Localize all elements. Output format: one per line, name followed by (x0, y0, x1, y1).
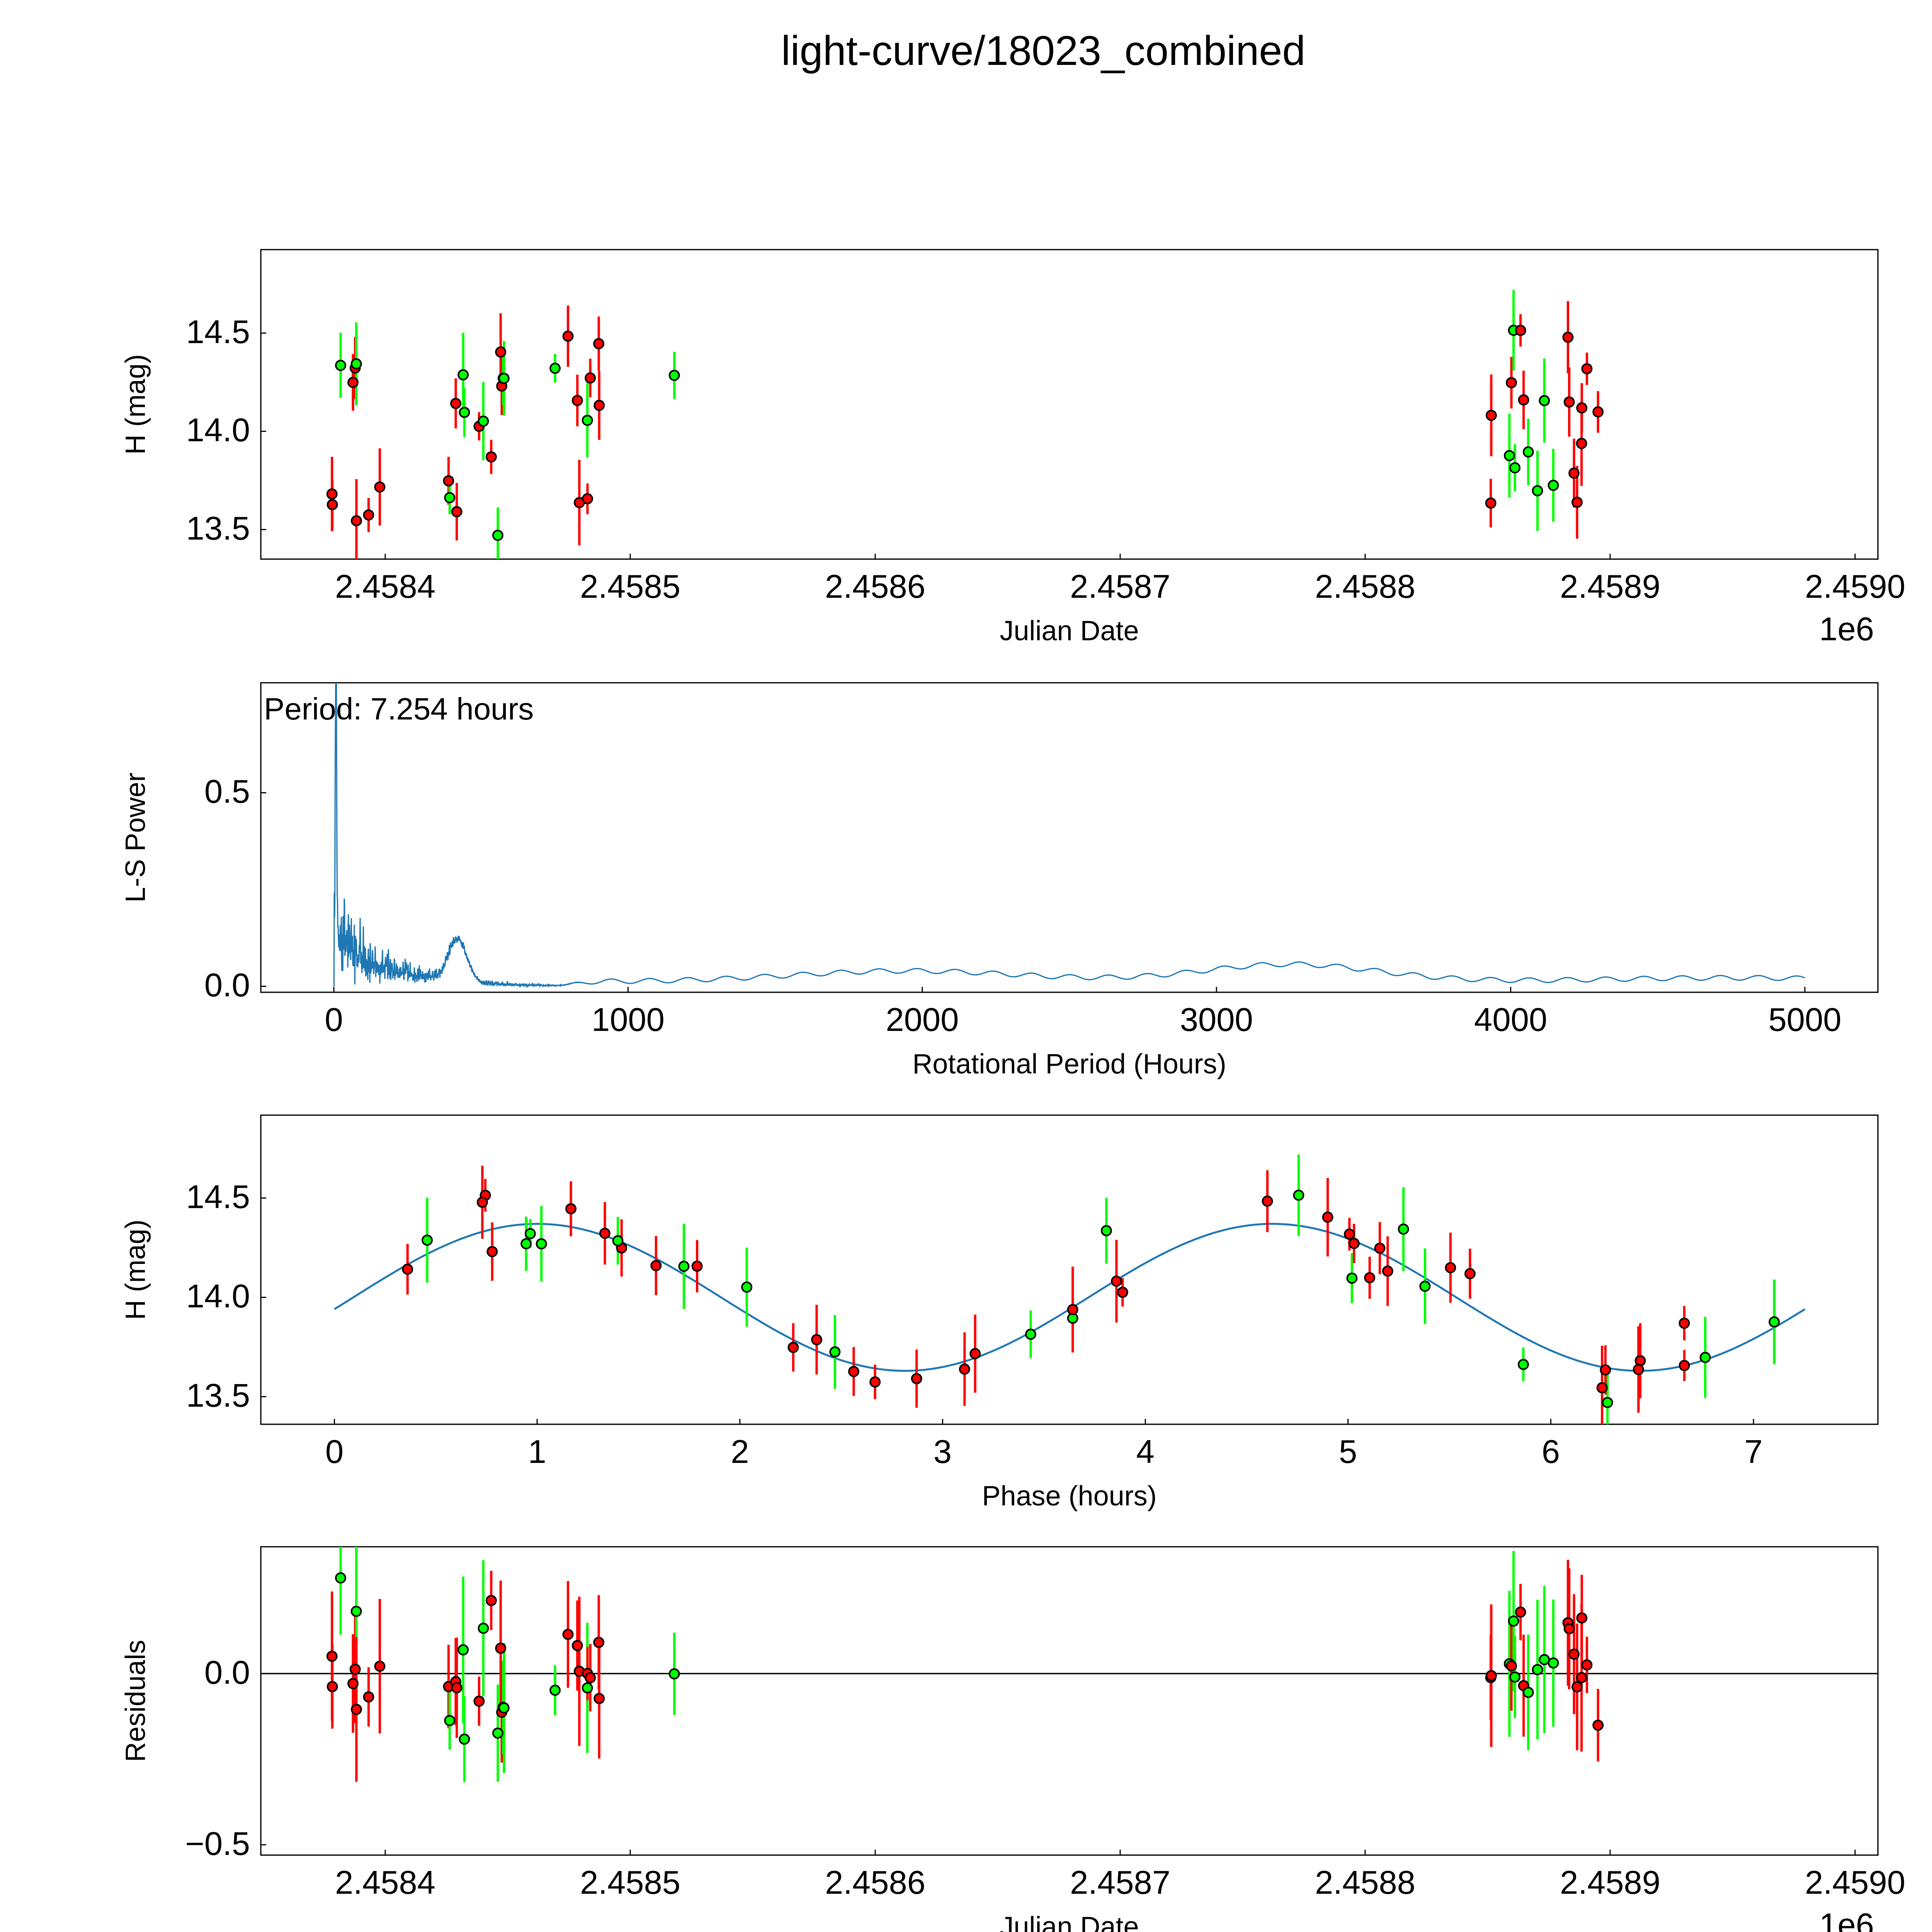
svg-text:Julian Date: Julian Date (1000, 616, 1139, 646)
svg-text:13.5: 13.5 (186, 1378, 250, 1414)
svg-text:0.0: 0.0 (204, 1654, 250, 1691)
svg-text:2.4586: 2.4586 (825, 1864, 925, 1901)
svg-text:4000: 4000 (1474, 1002, 1547, 1038)
svg-text:5000: 5000 (1768, 1002, 1841, 1038)
svg-text:14.0: 14.0 (186, 1278, 250, 1315)
svg-text:Period: 7.254 hours: Period: 7.254 hours (264, 692, 534, 726)
svg-text:L-S Power: L-S Power (120, 772, 151, 902)
svg-text:−0.5: −0.5 (185, 1825, 250, 1862)
svg-text:H (mag): H (mag) (120, 354, 151, 454)
svg-text:2.4588: 2.4588 (1315, 568, 1415, 605)
svg-text:0: 0 (325, 1434, 344, 1470)
svg-text:1e6: 1e6 (1819, 1907, 1874, 1932)
svg-text:2.4590: 2.4590 (1805, 1864, 1905, 1901)
svg-text:Rotational Period (Hours): Rotational Period (Hours) (912, 1049, 1226, 1080)
svg-text:2.4588: 2.4588 (1315, 1864, 1415, 1901)
svg-text:2.4585: 2.4585 (580, 568, 680, 605)
svg-text:14.5: 14.5 (186, 314, 250, 350)
svg-text:1e6: 1e6 (1819, 611, 1874, 648)
svg-text:2.4584: 2.4584 (335, 568, 435, 605)
svg-text:2.4585: 2.4585 (580, 1864, 680, 1901)
svg-text:1: 1 (528, 1434, 546, 1470)
svg-text:3000: 3000 (1180, 1002, 1253, 1038)
svg-text:1000: 1000 (592, 1002, 665, 1038)
svg-text:2.4590: 2.4590 (1805, 568, 1905, 605)
svg-text:14.5: 14.5 (186, 1179, 250, 1216)
svg-text:2.4587: 2.4587 (1070, 568, 1170, 605)
svg-text:6: 6 (1542, 1434, 1560, 1470)
svg-text:Julian Date: Julian Date (1000, 1912, 1139, 1932)
svg-text:2.4589: 2.4589 (1560, 568, 1660, 605)
svg-text:Residuals: Residuals (120, 1640, 151, 1762)
svg-text:2: 2 (731, 1434, 749, 1470)
svg-text:H (mag): H (mag) (120, 1219, 151, 1320)
svg-text:Phase (hours): Phase (hours) (982, 1481, 1156, 1512)
svg-text:7: 7 (1744, 1434, 1762, 1470)
svg-text:2.4587: 2.4587 (1070, 1864, 1170, 1901)
svg-text:0.0: 0.0 (204, 967, 250, 1004)
svg-text:14.0: 14.0 (186, 412, 250, 449)
svg-text:3: 3 (934, 1434, 952, 1470)
svg-text:5: 5 (1339, 1434, 1357, 1470)
svg-text:4: 4 (1136, 1434, 1154, 1470)
svg-text:2000: 2000 (886, 1002, 959, 1038)
svg-text:0: 0 (325, 1002, 343, 1038)
svg-text:2.4584: 2.4584 (335, 1864, 435, 1901)
svg-text:2.4586: 2.4586 (825, 568, 925, 605)
svg-text:2.4589: 2.4589 (1560, 1864, 1660, 1901)
svg-text:13.5: 13.5 (186, 510, 250, 547)
svg-text:0.5: 0.5 (204, 774, 250, 810)
